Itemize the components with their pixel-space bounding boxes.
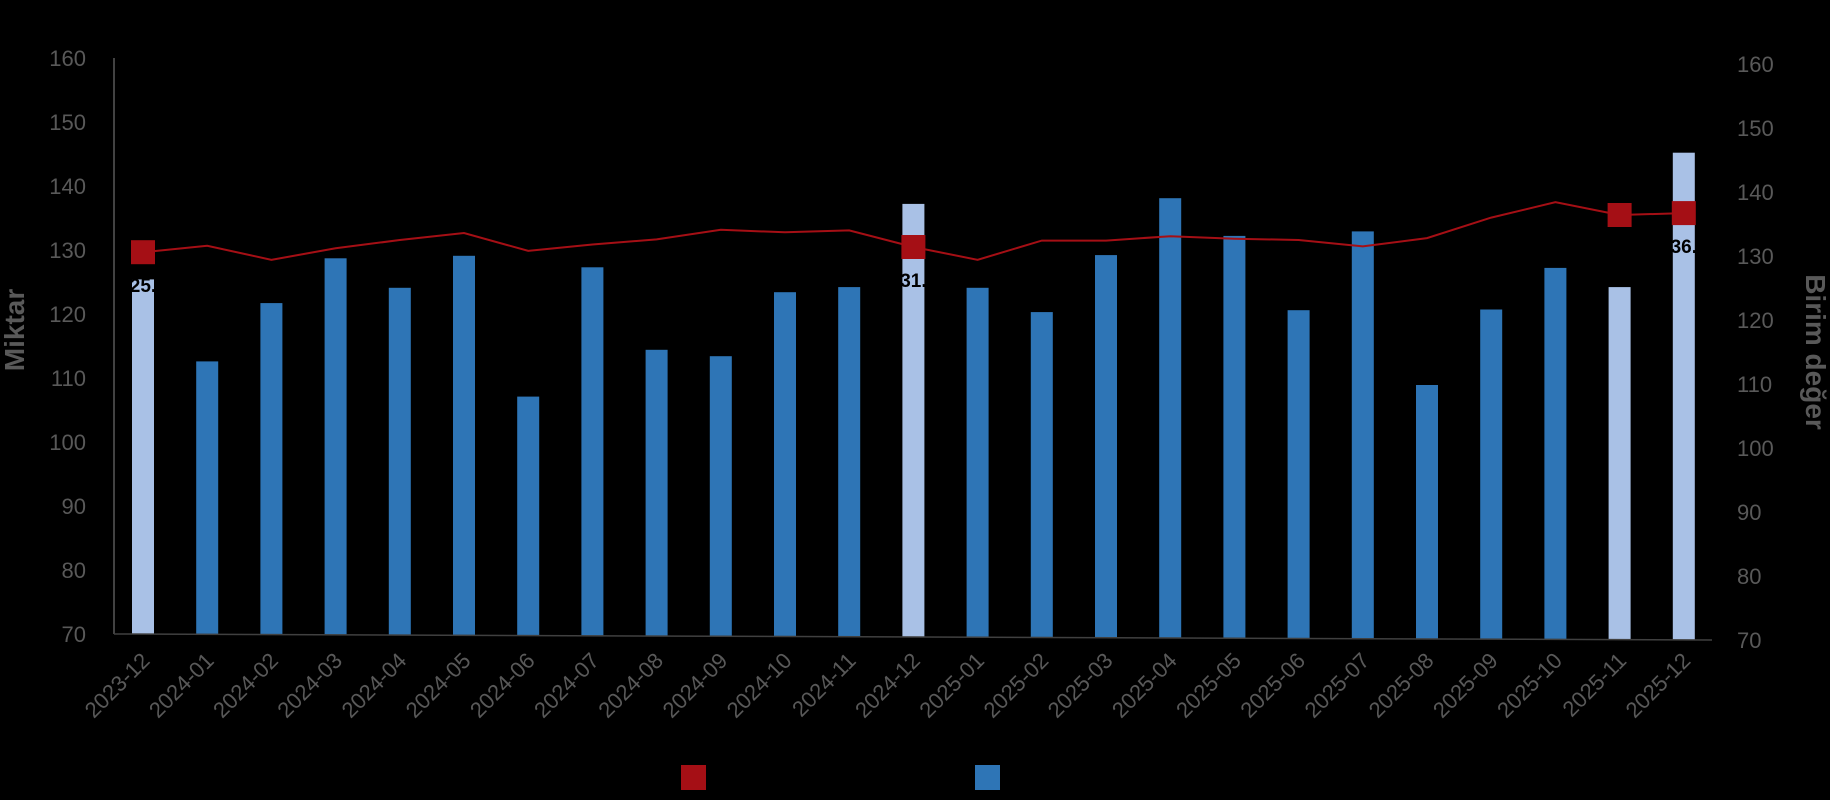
- bar-2024-05: [453, 255, 475, 636]
- y-tick-label: 90: [62, 494, 86, 519]
- y-tick-label: 140: [49, 174, 86, 199]
- bar-2025-08: [1416, 385, 1438, 639]
- bar-2025-09: [1480, 309, 1503, 640]
- line-marker-2024-12: [901, 235, 926, 259]
- y2-tick-label: 130: [1737, 244, 1774, 269]
- y2-tick-label: 140: [1737, 180, 1774, 205]
- x-tick-label: 2024-06: [465, 648, 540, 723]
- x-tick-label: 2025-12: [1621, 648, 1696, 723]
- x-tick-label: 2025-08: [1364, 648, 1439, 723]
- bar-2024-08: [645, 349, 668, 636]
- line-marker-2023-12: [131, 240, 155, 265]
- bar-2025-07: [1351, 231, 1374, 639]
- y-tick-label: 80: [62, 558, 86, 583]
- y-tick-label: 120: [49, 302, 86, 327]
- x-tick-label: 2025-06: [1235, 648, 1310, 723]
- x-tick-label: 2025-09: [1428, 648, 1503, 723]
- x-tick-label: 2025-04: [1107, 648, 1182, 723]
- x-tick-label: 2023-12: [80, 648, 155, 723]
- data-label-2023-12: 25.: [130, 276, 156, 297]
- data-label-2024-12: 31.: [900, 271, 926, 292]
- legend-swatch-bar: [975, 765, 1000, 790]
- x-tick-label: 2024-09: [658, 648, 733, 723]
- x-tick-label: 2024-01: [144, 648, 219, 723]
- y2-tick-label: 80: [1737, 564, 1761, 589]
- x-tick-label: 2025-07: [1300, 648, 1375, 723]
- legend: [681, 765, 1000, 790]
- y-tick-label: 110: [51, 366, 86, 391]
- bar-2024-02: [260, 303, 283, 635]
- x-tick-label: 2024-11: [787, 648, 861, 722]
- bar-2024-07: [581, 267, 604, 636]
- y2-tick-label: 120: [1737, 308, 1774, 333]
- bar-2025-05: [1223, 235, 1246, 639]
- y2-tick-label: 110: [1737, 372, 1772, 397]
- y-tick-label: 160: [49, 46, 86, 71]
- x-tick-label: 2024-08: [593, 648, 668, 723]
- bar-2024-06: [517, 396, 540, 636]
- y-tick-label: 70: [62, 622, 86, 647]
- x-tick-label: 2025-03: [1043, 648, 1118, 723]
- bar-2024-10: [774, 292, 796, 637]
- bar-2023-12: [132, 279, 154, 634]
- bar-2024-11: [838, 287, 861, 637]
- bar-series: [132, 152, 1695, 640]
- bar-2024-09: [709, 356, 732, 637]
- y2-tick-label: 160: [1737, 52, 1774, 77]
- bar-2025-12: [1672, 152, 1695, 640]
- data-labels: 25. 31. 36.: [130, 237, 1697, 297]
- x-tick-label: 2025-11: [1558, 648, 1632, 722]
- bar-2025-10: [1544, 267, 1567, 640]
- line-marker-2025-11: [1607, 203, 1632, 227]
- x-tick-label: 2025-02: [979, 648, 1054, 723]
- y2-tick-label: 90: [1737, 500, 1761, 525]
- x-tick-label: 2024-12: [850, 648, 925, 723]
- data-label-2025-12: 36.: [1671, 237, 1697, 258]
- line-marker-2025-12: [1671, 201, 1696, 226]
- bar-2025-03: [1095, 255, 1117, 638]
- y2-axis-title: Birim değer: [1800, 274, 1830, 430]
- bar-2024-03: [324, 258, 347, 635]
- y-axis-title: Miktar: [0, 289, 30, 372]
- bar-2025-11: [1608, 287, 1631, 640]
- x-tick-label: 2024-05: [401, 648, 476, 723]
- x-tick-label: 2024-04: [337, 648, 412, 723]
- x-tick-label: 2024-03: [272, 648, 347, 723]
- y2-tick-label: 150: [1737, 116, 1774, 141]
- x-tick-label: 2025-10: [1492, 648, 1567, 723]
- y-tick-label: 130: [49, 238, 86, 263]
- bar-2025-06: [1287, 310, 1310, 639]
- bar-2024-12: [902, 203, 925, 637]
- bar-2024-04: [388, 287, 411, 635]
- y-tick-label: 150: [49, 110, 86, 135]
- line-series: [131, 201, 1696, 265]
- bar-2025-02: [1030, 312, 1053, 638]
- x-tick-label: 2025-01: [914, 648, 989, 723]
- bar-2025-01: [966, 287, 989, 638]
- y-tick-label: 100: [49, 430, 86, 455]
- legend-swatch-line: [681, 765, 706, 790]
- bar-2025-04: [1159, 198, 1182, 638]
- x-tick-label: 2024-10: [722, 648, 797, 723]
- x-tick-label: 2025-05: [1171, 648, 1246, 723]
- x-tick-label: 2024-02: [208, 648, 283, 723]
- y2-tick-label: 100: [1737, 436, 1774, 461]
- y2-tick-label: 70: [1737, 628, 1761, 653]
- x-tick-label: 2024-07: [529, 648, 604, 723]
- bar-2024-01: [196, 361, 219, 635]
- x-axis-line: [113, 633, 1713, 641]
